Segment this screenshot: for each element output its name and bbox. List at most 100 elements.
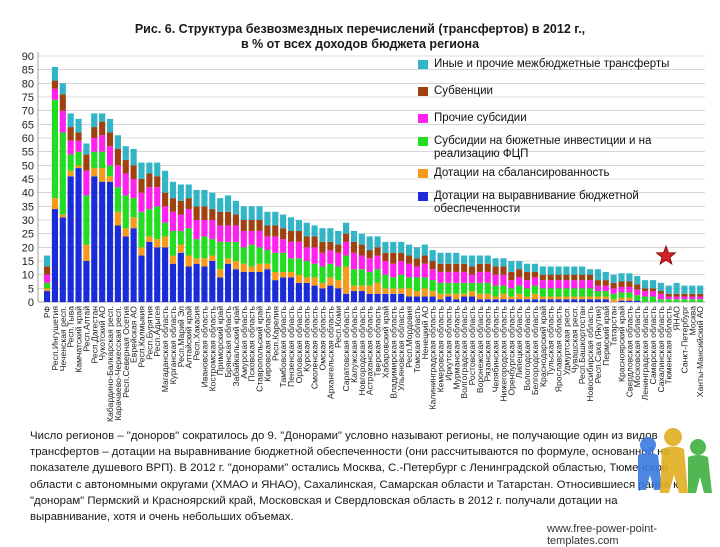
bar-segment-subsidies [130, 179, 137, 199]
legend-swatch [418, 114, 428, 123]
bar-segment-invest [106, 165, 114, 177]
bar-segment-balance [287, 271, 295, 278]
bar-segment-subsidies [492, 274, 499, 286]
x-tick-label: Ивановская область [199, 305, 209, 387]
bar-segment-other [44, 255, 51, 267]
bar-segment-subsidies [193, 220, 200, 240]
x-tick-label: Респ.Саха (Якутия) [593, 306, 603, 384]
bar-segment-equalization [618, 300, 625, 302]
bar-segment-subsidies [209, 220, 216, 240]
x-tick-label: Владимирская область [388, 305, 398, 398]
bar-segment-invest [91, 151, 98, 169]
body-paragraph: Число регионов – "доноров" сократилось д… [30, 430, 679, 524]
bar-segment-balance [232, 261, 239, 270]
bar-segment-equalization [579, 299, 586, 302]
bar-segment-equalization [335, 288, 342, 302]
x-tick-label: Чеченская респ. [58, 306, 68, 371]
bar-segment-subsidies [642, 291, 649, 297]
bar-segment-balance [59, 214, 66, 218]
x-tick-label: Респ.Башкортостан [577, 306, 587, 385]
bar-segment-balance [114, 211, 121, 226]
x-tick-label: Магаданская область [160, 305, 170, 392]
bar-segment-subventions [201, 206, 208, 220]
bar-segment-invest [500, 285, 507, 294]
bar-segment-invest [240, 247, 247, 264]
legend-item-balance: Дотации на сбалансированность [418, 167, 708, 180]
bar-segment-balance [492, 296, 499, 300]
bar-segment-subsidies [319, 252, 326, 267]
bar-segment-other [594, 269, 601, 281]
bar-segment-equalization [272, 280, 279, 302]
bar-segment-other [555, 266, 562, 275]
bar-segment-other [516, 261, 523, 270]
bar-segment-subsidies [83, 170, 90, 196]
bar-segment-other [476, 255, 483, 264]
legend-item-other: Иные и прочие межбюджетные трансферты [418, 58, 708, 71]
bar-segment-invest [343, 255, 350, 267]
bar-segment-subventions [280, 228, 287, 240]
bar-segment-invest [217, 241, 224, 270]
bar-segment-invest [154, 206, 161, 240]
bar-segment-equalization [114, 225, 121, 302]
x-tick-label: Ульяновская область [396, 305, 406, 390]
bar-segment-subsidies [44, 274, 51, 283]
bar-segment-balance [374, 282, 381, 294]
bar-segment-subsidies [390, 263, 397, 278]
bar-segment-subsidies [295, 241, 302, 259]
bar-segment-other [445, 252, 452, 264]
bar-segment-invest [421, 277, 428, 289]
bar-segment-other [665, 285, 672, 294]
x-tick-label: Еврейская АО [129, 306, 139, 363]
bar-segment-equalization [327, 285, 334, 302]
bar-segment-equalization [374, 293, 381, 302]
bar-segment-subventions [524, 271, 531, 281]
bar-segment-equalization [177, 252, 184, 302]
bar-segment-invest [224, 241, 232, 259]
bar-segment-balance [248, 266, 255, 272]
bar-segment-balance [319, 282, 326, 289]
bar-segment-subventions [256, 220, 263, 231]
y-tick-label: 30 [22, 215, 34, 227]
bar-segment-balance [484, 293, 491, 300]
bar-segment-equalization [209, 261, 216, 302]
x-tick-label: Вологодская область [522, 305, 532, 390]
bar-segment-balance [44, 288, 51, 292]
bar-segment-other [335, 230, 342, 245]
bar-segment-equalization [626, 300, 633, 302]
bar-segment-subventions [311, 236, 318, 248]
x-tick-label: Респ.Тыва [66, 306, 76, 348]
bar-segment-invest [665, 299, 672, 302]
bar-segment-invest [374, 269, 381, 283]
bar-segment-subsidies [649, 291, 657, 297]
bar-segment-equalization [295, 282, 302, 302]
legend-item-subventions: Субвенции [418, 85, 708, 98]
bar-segment-equalization [508, 299, 515, 302]
x-tick-label: Астраханская область [365, 305, 375, 395]
bar-segment-invest [51, 99, 59, 199]
bar-segment-other [240, 206, 247, 220]
y-tick-label: 25 [22, 229, 34, 241]
bar-segment-subventions [44, 266, 51, 275]
legend-swatch [418, 137, 428, 146]
legend-label: Дотации на сбалансированность [434, 167, 610, 179]
bar-segment-invest [83, 195, 90, 245]
bar-segment-equalization [75, 168, 82, 302]
bar-segment-subventions [516, 269, 523, 278]
bar-segment-subsidies [75, 140, 82, 152]
y-tick-label: 75 [22, 92, 34, 104]
bar-segment-invest [193, 239, 200, 259]
bar-segment-invest [492, 285, 499, 297]
bar-segment-balance [343, 266, 350, 294]
bar-segment-other [508, 261, 515, 272]
bar-segment-other [138, 162, 145, 179]
x-tick-label: Ленинградская область [640, 305, 650, 400]
bar-segment-equalization [138, 255, 145, 302]
y-tick-label: 55 [22, 147, 34, 159]
bar-segment-equalization [146, 241, 153, 302]
bar-segment-other [531, 263, 539, 272]
bar-segment-subventions [303, 236, 310, 248]
bar-segment-subsidies [162, 206, 169, 223]
bar-segment-equalization [516, 299, 523, 302]
bar-segment-invest [44, 282, 51, 289]
bar-segment-equalization [248, 271, 255, 302]
